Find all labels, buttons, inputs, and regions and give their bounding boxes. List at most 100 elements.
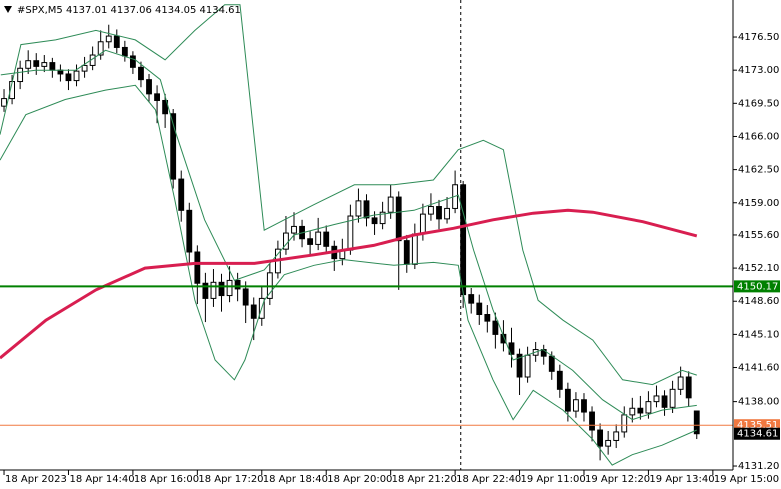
candle-body [186, 209, 193, 253]
candle-body [170, 113, 177, 180]
x-tick-label: 18 Apr 18:40 [263, 474, 328, 485]
candle-body [685, 376, 692, 399]
y-tick-label: 4173.00 [738, 65, 779, 76]
y-tick-label: 4169.50 [738, 98, 779, 109]
candle-body [81, 64, 88, 72]
candle-body [210, 281, 217, 299]
x-tick-label: 19 Apr 11:00 [521, 474, 586, 485]
candle-body [291, 225, 297, 234]
candle-body [677, 376, 684, 390]
candle-body [548, 355, 555, 372]
candle-body [637, 407, 644, 414]
y-tick-label: 4131.20 [738, 461, 779, 472]
price-label-box [734, 427, 780, 440]
y-tick-label: 4155.60 [738, 230, 779, 241]
candle-body [194, 251, 201, 284]
candle-body [395, 196, 402, 242]
candle-body [307, 238, 314, 245]
candle-body [645, 401, 652, 414]
candle-body [226, 279, 233, 297]
candle-body [97, 41, 104, 56]
x-tick-label: 19 Apr 15:00 [714, 474, 779, 485]
candle-body [121, 46, 128, 57]
candle-body [589, 411, 595, 431]
y-tick-label: 4176.50 [738, 32, 779, 43]
candle-body [73, 70, 80, 82]
indicator-line [0, 208, 698, 360]
candle-body [178, 178, 185, 211]
candle-body [573, 399, 579, 412]
candle-body [403, 240, 410, 265]
candle-body [218, 281, 225, 297]
plot-area [0, 0, 733, 470]
candle-body [57, 69, 64, 75]
candle-body [605, 439, 612, 447]
candle-body [629, 407, 636, 416]
y-tick-label: 4159.00 [738, 198, 779, 209]
price-label: 4150.17 [737, 281, 778, 292]
candle-body [242, 288, 249, 306]
candle-body [492, 320, 499, 335]
x-tick-label: 19 Apr 12:20 [585, 474, 650, 485]
candle-body [113, 35, 120, 48]
candle-body [556, 370, 563, 390]
candle-body [524, 354, 531, 378]
indicator-line [0, 49, 697, 421]
symbol-icon [4, 6, 12, 13]
x-tick-label: 18 Apr 2023 [5, 474, 67, 485]
candle-body [154, 93, 160, 101]
y-tick-label: 4138.00 [738, 397, 779, 408]
candle-body [484, 314, 491, 322]
candle-body [41, 62, 48, 67]
candle-body [476, 302, 483, 316]
x-tick-label: 18 Apr 14:40 [69, 474, 134, 485]
candle-body [146, 79, 152, 95]
candle-body [315, 231, 322, 245]
candle-body [468, 294, 475, 304]
candle-body [516, 353, 523, 378]
x-tick-label: 18 Apr 16:00 [134, 474, 199, 485]
candle-body [250, 304, 257, 319]
indicator-line [0, 4, 697, 386]
candle-body [581, 399, 587, 413]
candle-body [460, 184, 467, 296]
y-tick-label: 4145.10 [738, 329, 779, 340]
candle-body [419, 213, 426, 235]
x-tick-label: 18 Apr 17:20 [198, 474, 263, 485]
candle-body [669, 388, 676, 408]
candle-body [363, 200, 370, 219]
candle-body [355, 200, 362, 217]
candle-body [129, 55, 136, 68]
candle-body [65, 73, 72, 82]
candle-body [653, 395, 660, 403]
candle-body [661, 395, 668, 408]
x-tick-label: 19 Apr 13:40 [649, 474, 714, 485]
y-tick-label: 4166.00 [738, 131, 779, 142]
price-label: 4135.51 [737, 420, 778, 431]
candle-body [621, 414, 628, 433]
price-label-box [734, 280, 780, 293]
candle-body [436, 206, 442, 220]
candle-body [387, 196, 394, 213]
candle-body [411, 233, 418, 265]
y-tick-label: 4148.60 [738, 296, 779, 307]
y-tick-label: 4141.60 [738, 363, 779, 374]
y-tick-label: 4152.10 [738, 263, 779, 274]
x-tick-label: 18 Apr 21:20 [392, 474, 457, 485]
candle-body [33, 60, 40, 67]
candle-body [428, 206, 434, 215]
candle-body [323, 231, 330, 247]
candle-body [444, 207, 450, 220]
candle-body [613, 431, 620, 441]
candle-body [202, 282, 209, 299]
candle-body [17, 67, 24, 83]
candle-body [138, 66, 144, 81]
x-tick-label: 18 Apr 20:00 [327, 474, 392, 485]
candle-body [508, 342, 515, 355]
candle-body [597, 429, 604, 447]
candle-body [693, 410, 700, 435]
candle-body [234, 279, 241, 290]
candle-body [105, 35, 112, 43]
